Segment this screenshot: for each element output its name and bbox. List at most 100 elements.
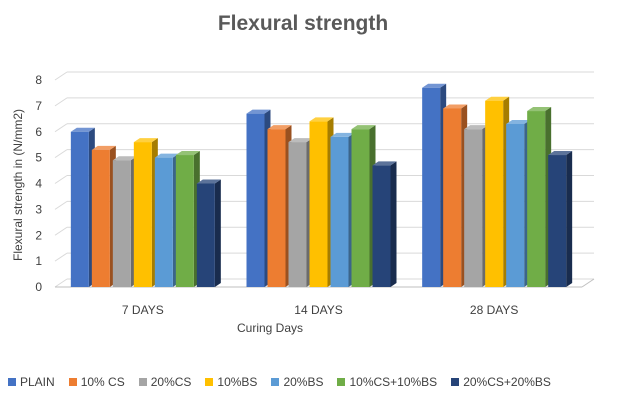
bar-top: [506, 119, 531, 124]
bar-top: [267, 125, 292, 130]
gridline-side: [54, 97, 68, 107]
bar-front: [464, 129, 483, 287]
bar-front: [443, 108, 462, 288]
bars: [70, 83, 573, 288]
legend-item: 20%CS+20%BS: [451, 375, 551, 389]
bar-top: [288, 138, 313, 143]
y-tick-label: 0: [35, 280, 42, 294]
bar: [506, 119, 531, 287]
bar-top: [548, 151, 573, 156]
bar: [351, 125, 376, 287]
bar-front: [91, 149, 110, 287]
bar-front: [175, 155, 194, 287]
gridline-side: [54, 175, 68, 184]
bar-top: [91, 145, 116, 150]
gridline-side: [54, 149, 68, 159]
bar-top: [485, 96, 510, 101]
y-tick-label: 4: [35, 177, 42, 191]
legend-label: PLAIN: [20, 375, 55, 389]
bar-front: [288, 142, 307, 287]
gridline-side: [54, 200, 68, 210]
bar-front: [112, 160, 131, 287]
gridline-side: [54, 71, 68, 81]
bar-front: [309, 121, 328, 288]
bar-front: [351, 129, 370, 287]
bar-side: [214, 179, 221, 287]
x-tick-labels: 7 DAYS 14 DAYS 28 DAYS: [122, 303, 518, 317]
bar: [464, 125, 489, 287]
y-tick-label: 1: [35, 254, 42, 268]
chart-title: Flexural strength: [218, 12, 388, 35]
bar-front: [372, 165, 391, 287]
bar: [91, 145, 116, 287]
bar: [309, 117, 334, 288]
bar-front: [485, 100, 504, 287]
y-tick-label: 5: [35, 151, 42, 165]
bar-front: [196, 183, 215, 287]
bar-top: [351, 125, 376, 130]
legend-swatch: [337, 378, 346, 386]
legend: PLAIN 10% CS 20%CS 10%BS 20%BS 10%CS+10%BS 20%…: [8, 375, 628, 389]
legend-swatch: [205, 378, 214, 386]
legend-swatch: [8, 378, 16, 386]
bar-front: [154, 157, 173, 287]
gridline-side: [54, 123, 68, 133]
bar-top: [443, 104, 468, 109]
bar-top: [175, 151, 200, 156]
legend-label: 20%CS+20%BS: [463, 375, 551, 389]
legend-item: 20%BS: [271, 375, 323, 389]
gridline-side: [54, 252, 68, 262]
bar-front: [267, 129, 286, 287]
legend-label: 20%BS: [283, 375, 324, 389]
bar: [548, 151, 573, 287]
legend-label: 10%BS: [217, 375, 258, 389]
legend-label: 10%CS+10%BS: [349, 375, 438, 389]
bar-top: [154, 153, 179, 158]
bar: [422, 83, 447, 287]
bar-top: [309, 117, 334, 122]
legend-label: 10% CS: [80, 375, 125, 389]
legend-item: 20%CS: [138, 375, 192, 389]
bar-top: [196, 179, 221, 184]
bar: [112, 156, 137, 287]
bar: [246, 109, 271, 287]
bar-top: [133, 138, 158, 143]
bar-top: [464, 125, 489, 130]
legend-swatch: [451, 378, 460, 386]
bar: [372, 161, 397, 287]
bar-top: [70, 127, 95, 132]
y-tick-label: 3: [35, 202, 42, 216]
legend-swatch: [271, 378, 280, 386]
gridline-side: [54, 278, 68, 288]
bar-side: [390, 161, 397, 287]
y-tick-label: 7: [35, 99, 42, 113]
bar-top: [330, 132, 355, 137]
bar-side: [566, 151, 573, 287]
bar-top: [372, 161, 397, 166]
legend-swatch: [138, 378, 147, 386]
legend-label: 20%CS: [150, 375, 192, 389]
bar: [267, 125, 292, 287]
bar: [133, 138, 158, 287]
bar: [485, 96, 510, 287]
legend-swatch: [68, 378, 77, 386]
bar-top: [527, 107, 552, 112]
bar-front: [548, 155, 567, 287]
y-tick-label: 2: [35, 228, 42, 242]
x-tick-label: 28 DAYS: [470, 303, 518, 317]
bar-front: [330, 136, 349, 287]
bar: [175, 151, 200, 287]
bar-front: [422, 87, 441, 287]
bar-front: [70, 131, 89, 287]
bar: [527, 107, 552, 287]
bar: [443, 104, 468, 288]
bar: [196, 179, 221, 287]
bar-front: [527, 111, 546, 287]
bar-front: [246, 113, 265, 287]
legend-item: 10% CS: [68, 375, 125, 389]
bar: [288, 138, 313, 287]
legend-item: PLAIN: [8, 375, 55, 389]
bar-top: [422, 83, 447, 88]
x-tick-label: 14 DAYS: [294, 303, 342, 317]
